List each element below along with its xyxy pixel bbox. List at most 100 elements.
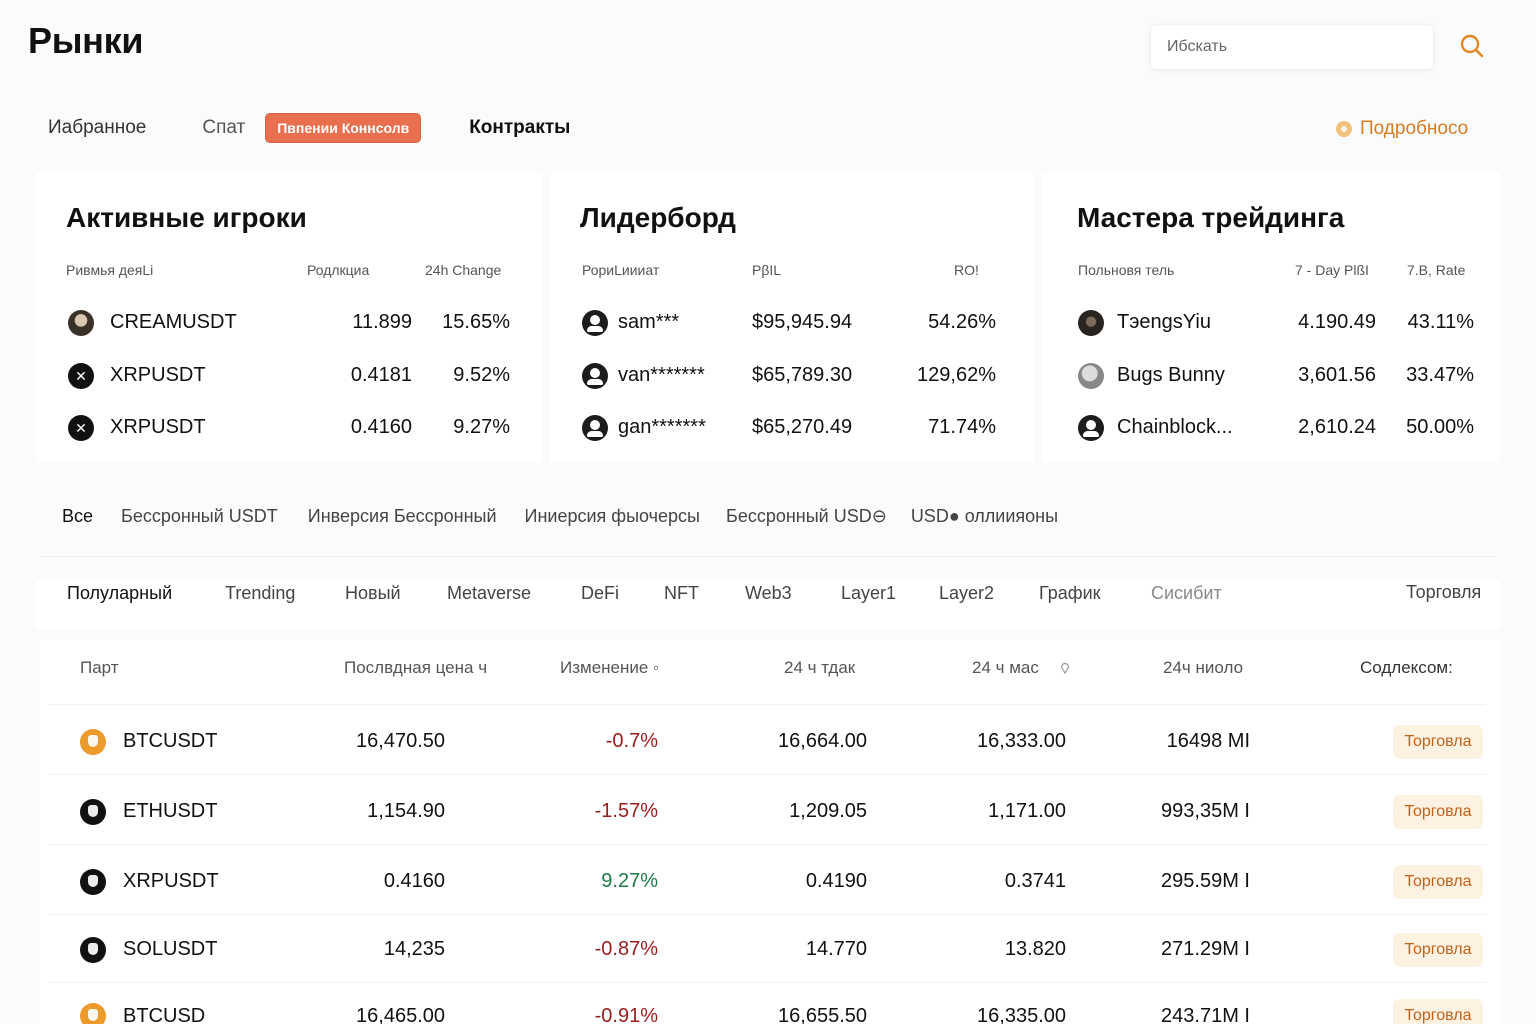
category-web3[interactable]: Web3	[745, 583, 792, 603]
volume-24h: 295.59M I	[1161, 870, 1250, 892]
change: 9.52%	[453, 364, 510, 386]
sort-icon[interactable]	[1060, 660, 1070, 675]
category-popular[interactable]: Полуларный	[67, 583, 173, 603]
filter-perpetual-usdt[interactable]: Бессронный USDT	[121, 506, 278, 526]
trade-button[interactable]: Торговла	[1393, 725, 1483, 759]
list-item[interactable]: TэengsYiu 4.190.49 43.11%	[1078, 308, 1474, 338]
column-header: RO!	[954, 262, 979, 278]
card-title: Лидерборд	[580, 202, 736, 233]
category-nft[interactable]: NFT	[664, 583, 699, 603]
low-24h: 0.3741	[1004, 870, 1066, 892]
list-item[interactable]: ✕ XRPUSDT 0.4160 9.27%	[68, 413, 512, 443]
roi: 129,62%	[917, 364, 996, 386]
table-row[interactable]: BTCUSDT 16,470.50 -0.7% 16,664.00 16,333…	[48, 704, 1486, 774]
card-trading-masters: Мастера трейдинга Польновя тель 7 - Day …	[1042, 172, 1500, 462]
volume-24h: 243.71M I	[1161, 1005, 1250, 1024]
pnl: $95,945.94	[752, 311, 853, 333]
user-avatar-icon	[582, 363, 608, 389]
pair-name: BTCUSDT	[123, 730, 218, 752]
search-icon	[1460, 34, 1484, 58]
list-item[interactable]: gan******* $65,270.49 71.74%	[582, 413, 996, 443]
pair-name: XRPUSDT	[110, 364, 206, 386]
change: -0.87%	[594, 938, 658, 960]
card-active-players: Активные игроки Ривмья деяLi Родлкциа 24…	[36, 172, 542, 462]
user-name: gan*******	[618, 416, 706, 438]
trader-avatar	[1078, 310, 1104, 336]
last-price: 16,465.00	[356, 1005, 445, 1024]
column-header-change[interactable]: Изменение ◦	[560, 658, 660, 677]
table-row[interactable]: BTCUSD 16,465.00 -0.91% 16,655.50 16,335…	[48, 982, 1486, 1024]
tab-spot[interactable]: Спат	[202, 117, 246, 138]
trader-name: Chainblock...	[1117, 416, 1233, 438]
category-defi[interactable]: DeFi	[581, 583, 620, 603]
category-chart[interactable]: График	[1039, 583, 1101, 603]
low-24h: 16,335.00	[977, 1005, 1066, 1024]
category-trending[interactable]: Trending	[225, 583, 296, 603]
last-price: 1,154.90	[367, 800, 445, 822]
search-input[interactable]	[1151, 25, 1433, 69]
column-header: Родлкциа	[307, 262, 370, 278]
pair-name: XRPUSDT	[123, 870, 219, 892]
info-dot-icon	[1336, 121, 1352, 137]
category-tabs: Полуларный Trending Новый Metaverse DeFi…	[36, 580, 1500, 630]
low-24h: 13.820	[1004, 938, 1066, 960]
filter-inverse-futures[interactable]: Иниерсия фыочерсы	[524, 506, 700, 526]
filter-usdc-options[interactable]: USD● оллиияоны	[910, 506, 1059, 526]
list-item[interactable]: Chainblock... 2,610.24 50.00%	[1078, 413, 1474, 443]
card-title: Активные игроки	[66, 202, 307, 233]
trade-button[interactable]: Торговла	[1393, 933, 1483, 967]
table-row[interactable]: XRPUSDT 0.4160 9.27% 0.4190 0.3741 295.5…	[48, 844, 1486, 914]
list-item[interactable]: CREAMUSDT 11.899 15.65%	[68, 308, 512, 338]
tab-contracts[interactable]: Контракты	[469, 117, 571, 138]
change: 9.27%	[453, 416, 510, 438]
column-header-24h-low[interactable]: 24 ч мас	[972, 658, 1039, 677]
category-new[interactable]: Новый	[345, 583, 401, 603]
divider	[40, 556, 1496, 557]
filter-perpetual-usdc[interactable]: Бессронный USD⊖	[726, 506, 887, 526]
roi: 71.74%	[928, 416, 996, 438]
filter-inverse-perpetual[interactable]: Инверсия Бессронный	[307, 506, 497, 526]
trade-button[interactable]: Торговла	[1393, 865, 1483, 899]
promo-badge[interactable]: Пвпении Коннсолв	[265, 113, 422, 143]
category-layer1[interactable]: Layer1	[841, 583, 897, 603]
trader-avatar	[1078, 363, 1104, 389]
xrp-coin-icon: ✕	[68, 415, 94, 441]
trade-button[interactable]: Торговла	[1393, 795, 1483, 829]
card-title: Мастера трейдинга	[1077, 202, 1345, 233]
search-field[interactable]	[1150, 24, 1434, 70]
category-metaverse[interactable]: Metaverse	[447, 583, 532, 603]
table-row[interactable]: SOLUSDT 14,235 -0.87% 14.770 13.820 271.…	[48, 914, 1486, 984]
seven-day-pnl: 4.190.49	[1298, 311, 1376, 333]
pair-name: SOLUSDT	[123, 938, 218, 960]
market-type-tabs: Иабранное Спат Пвпении Коннсолв Контракт…	[48, 108, 570, 148]
column-header-24h-volume[interactable]: 24ч ниоло	[1163, 658, 1244, 677]
xrp-coin-icon: ✕	[68, 363, 94, 389]
details-link[interactable]: Подробносо	[1336, 118, 1468, 140]
trade-button[interactable]: Торговла	[1393, 999, 1483, 1024]
market-table: Парт Послвдная цена ч Изменение ◦ 24 ч т…	[40, 640, 1500, 1024]
pair-name: XRPUSDT	[110, 416, 206, 438]
change: -0.7%	[605, 730, 658, 752]
category-layer2[interactable]: Layer2	[939, 583, 995, 603]
list-item[interactable]: Bugs Bunny 3,601.56 33.47%	[1078, 361, 1474, 391]
last-price: 14,235	[383, 938, 445, 960]
list-item[interactable]: ✕ XRPUSDT 0.4181 9.52%	[68, 361, 512, 391]
column-header-pair[interactable]: Парт	[80, 658, 119, 677]
search-button[interactable]	[1458, 32, 1486, 60]
roi: 54.26%	[928, 311, 996, 333]
column-header-last-price[interactable]: Послвдная цена ч	[344, 658, 488, 677]
column-header-24h-high[interactable]: 24 ч тдак	[784, 658, 856, 677]
sol-coin-icon	[80, 937, 106, 963]
seven-day-pnl: 3,601.56	[1298, 364, 1376, 386]
table-row[interactable]: ETHUSDT 1,154.90 -1.57% 1,209.05 1,171.0…	[48, 774, 1486, 844]
filter-all[interactable]: Все	[62, 506, 94, 526]
tab-favorites[interactable]: Иабранное	[48, 117, 147, 138]
list-item[interactable]: van******* $65,789.30 129,62%	[582, 361, 996, 391]
list-item[interactable]: sam*** $95,945.94 54.26%	[582, 308, 996, 338]
category-misc[interactable]: Сисибит	[1151, 583, 1222, 603]
column-header: 7.B, Rate	[1407, 262, 1466, 278]
column-header: РориLиииат	[582, 262, 660, 278]
contract-filter-tabs: Все Бессронный USDT Инверсия Бессронный …	[62, 506, 1058, 527]
seven-day-pnl: 2,610.24	[1298, 416, 1376, 438]
category-trading[interactable]: Торговля	[1406, 582, 1482, 602]
